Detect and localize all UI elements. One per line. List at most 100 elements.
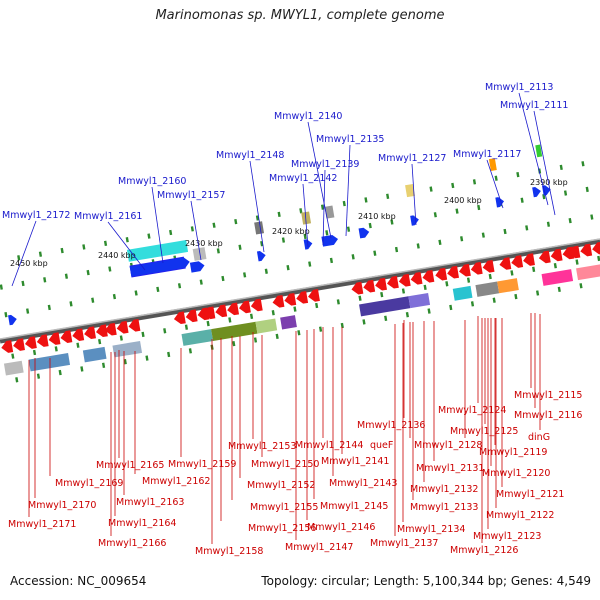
frame-dot (488, 273, 492, 280)
reverse-gene-arrow (48, 332, 61, 345)
frame-dot (238, 244, 242, 250)
frame-dot (82, 244, 86, 250)
frame-dot (228, 317, 232, 323)
axis-tick-label: 2390 kbp (530, 178, 568, 187)
reverse-gene-label: Mmwyl1_2125 (450, 426, 518, 437)
forward-leader-line (533, 110, 556, 216)
frame-dot (91, 297, 95, 303)
frame-dot (275, 333, 279, 340)
forward-gene-label: Mmwyl1_2142 (269, 173, 337, 184)
frame-dot (494, 175, 498, 181)
forward-gene-label: Mmwyl1_2161 (74, 211, 142, 222)
forward-gene-box (192, 247, 207, 261)
frame-dot (145, 355, 149, 361)
reverse-gene-label: Mmwyl1_2124 (438, 405, 506, 416)
frame-dot (481, 232, 485, 238)
forward-gene-arrow (303, 239, 313, 250)
forward-gene-label: Mmwyl1_2117 (453, 149, 521, 160)
reverse-gene-label: Mmwyl1_2143 (329, 478, 397, 489)
reverse-gene-label: Mmwyl1_2126 (450, 545, 518, 556)
reverse-gene-label: Mmwyl1_2163 (116, 497, 184, 508)
frame-dot (401, 288, 406, 294)
frame-dot (26, 308, 30, 314)
reverse-gene-arrow (116, 320, 129, 334)
frame-dot (125, 237, 129, 243)
frame-dot (234, 218, 238, 225)
frame-dot (470, 301, 475, 307)
frame-dot (281, 237, 286, 243)
reverse-gene-label: Mmwyl1_2144 (295, 440, 363, 451)
frame-dot (47, 304, 51, 311)
forward-leader-line (486, 159, 504, 209)
frame-dot (510, 270, 514, 276)
protein-domain-bar (3, 360, 24, 376)
forward-gene-arrow (8, 314, 17, 326)
frame-dot (264, 268, 268, 274)
frame-dot (167, 351, 171, 358)
frame-dot (557, 286, 561, 293)
frame-dot (123, 359, 127, 365)
reverse-gene-label: Mmwyl1_2158 (195, 546, 263, 557)
axis-tick-label: 2430 kbp (185, 239, 223, 248)
frame-dot (579, 283, 583, 289)
frame-dot (80, 366, 84, 372)
frame-dot (98, 338, 102, 345)
reverse-gene-arrow (13, 338, 25, 351)
reverse-gene-label: dinG (528, 432, 550, 443)
frame-dot (0, 284, 3, 290)
reverse-gene-arrow (84, 326, 97, 340)
forward-gene-label: Mmwyl1_2160 (118, 176, 186, 187)
frame-dot (553, 263, 557, 269)
forward-gene-arrow (542, 185, 551, 196)
frame-dot (86, 269, 90, 276)
frame-dot (386, 193, 390, 199)
protein-domain-bar (211, 321, 258, 341)
reverse-gene-label: Mmwyl1_2152 (247, 480, 315, 491)
frame-dot (358, 295, 362, 301)
frame-dot (318, 326, 323, 332)
frame-dot (514, 293, 518, 300)
frame-dot (76, 342, 80, 348)
reverse-gene-arrow (375, 277, 387, 291)
frame-dot (232, 340, 236, 347)
reverse-gene-arrow (550, 248, 563, 262)
reverse-gene-label: Mmwyl1_2133 (410, 502, 478, 513)
forward-leader-line (249, 160, 265, 253)
reverse-gene-label: Mmwyl1_2115 (514, 390, 582, 401)
frame-dot (546, 221, 551, 227)
forward-gene-label: Mmwyl1_2157 (157, 190, 225, 201)
axis-tick-label: 2400 kbp (444, 196, 482, 205)
frame-dot (535, 290, 540, 296)
reverse-gene-arrow (203, 306, 216, 320)
frame-dot (364, 197, 368, 203)
frame-dot (329, 257, 334, 264)
reverse-gene-label: Mmwyl1_2141 (321, 456, 389, 467)
frame-dot (581, 161, 585, 167)
frame-dot (216, 248, 220, 254)
protein-domain-bar (452, 285, 473, 301)
axis-tick-label: 2440 kbp (98, 251, 136, 260)
frame-dot (362, 319, 366, 325)
reverse-gene-label: Mmwyl1_2116 (514, 410, 582, 421)
frame-dot (394, 246, 399, 253)
reverse-gene-label: Mmwyl1_2171 (8, 519, 76, 530)
frame-dot (342, 200, 346, 207)
frame-dot (36, 373, 41, 379)
frame-dot (575, 259, 579, 265)
frame-dot (568, 217, 572, 224)
frame-dot (206, 320, 210, 327)
reverse-gene-label: Mmwyl1_2119 (479, 447, 547, 458)
reverse-gene-arrow (447, 265, 460, 279)
reverse-gene-arrow (386, 275, 399, 289)
reverse-gene-label: Mmwyl1_2150 (251, 459, 319, 470)
reverse-gene-label: Mmwyl1_2162 (142, 476, 210, 487)
reverse-gene-arrow (470, 261, 483, 275)
frame-dot (373, 250, 377, 256)
frame-dot (460, 236, 464, 242)
frame-dot (390, 219, 394, 225)
forward-gene-box (126, 240, 189, 262)
frame-dot (103, 240, 108, 246)
frame-dot (69, 301, 73, 307)
frame-dot (64, 273, 69, 279)
reverse-gene-label: Mmwyl1_2153 (228, 441, 296, 452)
